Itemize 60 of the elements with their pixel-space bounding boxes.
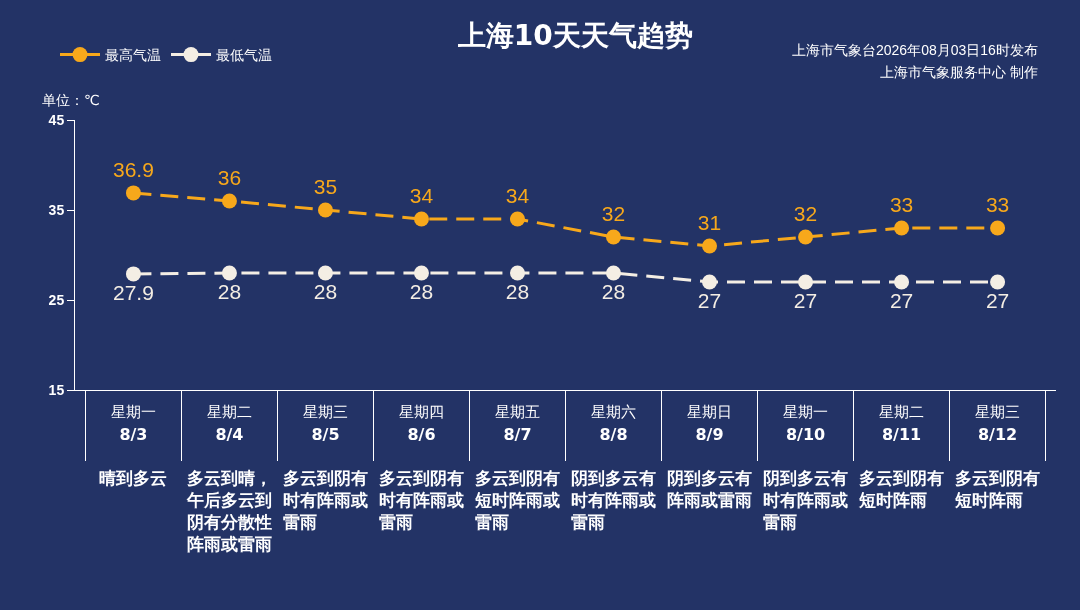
data-label: 27.9 xyxy=(112,281,154,305)
legend-label: 最低气温 xyxy=(216,47,272,64)
point xyxy=(894,274,910,290)
data-label: 32 xyxy=(793,202,818,226)
data-label: 34 xyxy=(505,184,530,208)
point xyxy=(413,211,429,227)
category-label: 星期日 8/9 阴到多云有阵雨或雷雨 xyxy=(667,403,753,510)
data-label: 32 xyxy=(601,202,626,226)
point xyxy=(798,274,814,290)
point xyxy=(606,229,622,245)
data-label: 31 xyxy=(697,211,722,235)
data-label: 27 xyxy=(793,289,818,313)
text: 上海市气象台2026年08月03日16时发布 xyxy=(792,42,1038,58)
category-label: 星期三 8/5 多云到阴有时有阵雨或雷雨 xyxy=(282,403,368,532)
data-label: 27 xyxy=(697,289,722,313)
data-label: 35 xyxy=(313,175,338,199)
point xyxy=(317,202,333,218)
y-axis-title: 单位：℃ xyxy=(42,92,100,108)
point xyxy=(221,265,237,281)
category-label: 星期二 8/4 多云到晴，午后多云到阴有分散性阵雨或雷雨 xyxy=(186,403,272,554)
point xyxy=(702,274,718,290)
data-label: 34 xyxy=(409,184,434,208)
y-tick-label: 45 xyxy=(48,111,65,128)
data-label: 36 xyxy=(217,166,242,190)
data-label: 28 xyxy=(313,280,338,304)
legend-label: 最高气温 xyxy=(105,47,161,64)
point xyxy=(125,266,141,282)
y-tick-label: 25 xyxy=(48,291,65,308)
chart-title: 上海10天天气趋势 xyxy=(456,18,693,52)
y-tick-label: 35 xyxy=(48,201,65,218)
point xyxy=(894,220,910,236)
category-label: 星期四 8/6 多云到阴有时有阵雨或雷雨 xyxy=(378,403,464,532)
point xyxy=(798,229,814,245)
point xyxy=(317,265,333,281)
data-label: 27 xyxy=(985,289,1010,313)
data-label: 28 xyxy=(601,280,626,304)
category-label: 星期一 8/3 晴到多云 xyxy=(99,403,168,488)
data-label: 28 xyxy=(505,280,530,304)
point xyxy=(413,265,429,281)
data-label: 28 xyxy=(409,280,434,304)
point xyxy=(221,193,237,209)
category-label: 星期五 8/7 多云到阴有短时阵雨或雷雨 xyxy=(474,403,560,532)
point xyxy=(990,220,1006,236)
text: 上海市气象服务中心 制作 xyxy=(880,64,1038,80)
data-label: 36.9 xyxy=(112,158,154,182)
data-label: 33 xyxy=(985,193,1010,217)
data-label: 27 xyxy=(889,289,914,313)
category-label: 星期一 8/10 阴到多云有时有阵雨或雷雨 xyxy=(763,403,849,532)
point xyxy=(510,211,525,227)
point xyxy=(606,265,622,281)
data-label: 33 xyxy=(889,193,914,217)
point xyxy=(990,274,1006,290)
category-label: 星期三 8/12 多云到阴有短时阵雨 xyxy=(955,403,1041,510)
point xyxy=(125,185,141,201)
data-label: 28 xyxy=(217,280,242,304)
category-label: 星期六 8/8 阴到多云有时有阵雨或雷雨 xyxy=(571,403,657,532)
point xyxy=(510,265,525,281)
category-label: 星期二 8/11 多云到阴有短时阵雨 xyxy=(859,403,945,510)
y-tick-label: 15 xyxy=(48,381,65,398)
point xyxy=(702,238,718,254)
